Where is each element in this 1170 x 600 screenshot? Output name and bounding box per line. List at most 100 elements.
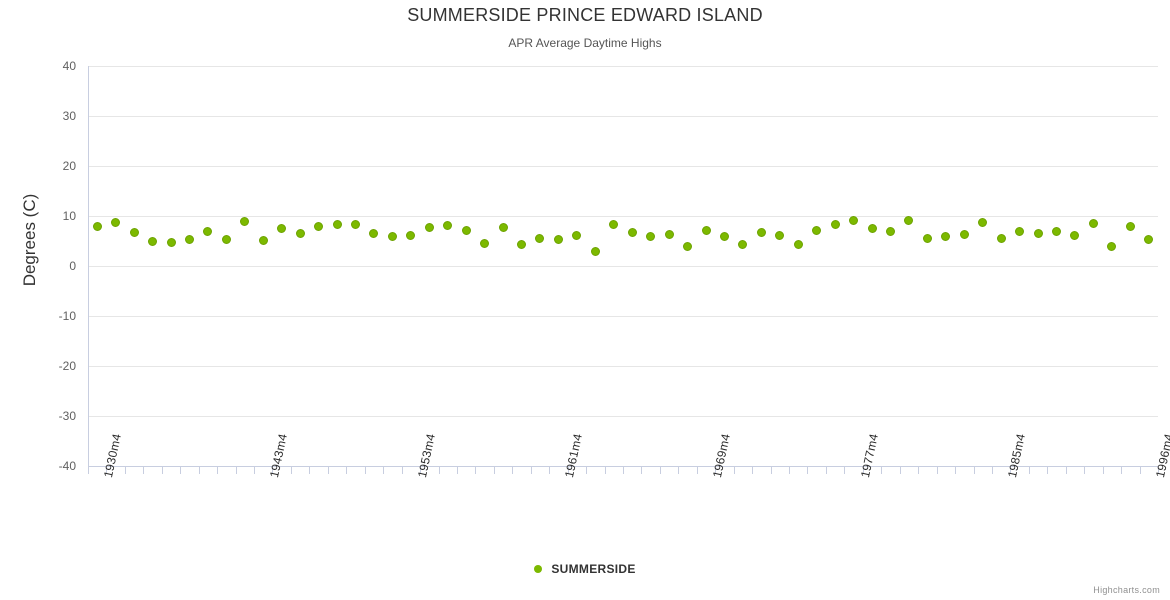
data-point[interactable] [664,229,674,239]
x-axis-tick [659,467,661,474]
data-point[interactable] [683,242,693,251]
x-axis-tick [973,467,975,474]
data-point[interactable] [701,225,711,235]
data-point[interactable] [553,235,563,244]
data-point[interactable] [609,219,619,229]
x-axis-tick [918,467,920,474]
y-axis-tick-labels: 40 30 20 10 0 -10 -20 -30 -40 [14,0,76,600]
data-point[interactable] [775,231,785,240]
data-point[interactable] [830,220,840,229]
data-point[interactable] [738,239,748,249]
x-axis-tick [899,467,901,474]
x-axis-tick [143,467,145,474]
data-point[interactable] [1088,219,1098,228]
data-point[interactable] [184,234,194,244]
data-point[interactable] [258,235,268,245]
y-axis-line [88,66,89,466]
data-point[interactable] [387,231,397,241]
data-point[interactable] [941,231,951,241]
legend-item-label: SUMMERSIDE [551,562,636,576]
data-point[interactable] [886,226,895,236]
data-point[interactable] [793,240,803,249]
data-point[interactable] [719,231,729,241]
data-point[interactable] [332,220,342,229]
data-point[interactable] [535,233,545,243]
data-point[interactable] [148,236,158,246]
data-point[interactable] [461,226,471,235]
data-point[interactable] [369,228,379,238]
data-point[interactable] [1015,227,1025,236]
data-point[interactable] [314,221,324,231]
x-axis-tick [309,467,311,474]
x-axis-tick [955,467,957,474]
data-point[interactable] [756,228,766,237]
data-point[interactable] [1144,235,1154,244]
y-axis-tick-label: 40 [62,59,76,73]
x-axis-tick [789,467,791,474]
x-axis-tick [438,467,440,474]
data-point[interactable] [480,238,490,248]
data-point[interactable] [129,227,139,237]
data-point[interactable] [1125,221,1135,231]
data-point[interactable] [424,222,434,232]
data-point[interactable] [572,231,582,240]
data-point[interactable] [904,215,914,225]
x-axis-tick [1102,467,1104,474]
x-axis-tick [678,467,680,474]
data-point[interactable] [922,234,932,243]
x-axis-tick [401,467,403,474]
data-point[interactable] [1070,230,1080,240]
x-axis-tick [862,467,864,474]
data-point[interactable] [849,216,859,225]
x-axis-tick [586,467,588,474]
data-point[interactable] [590,246,600,256]
x-axis-tick [825,467,827,474]
chart-subtitle: APR Average Daytime Highs [508,36,662,50]
gridline [88,266,1158,267]
x-axis-tick [364,467,366,474]
data-point[interactable] [627,228,637,237]
data-point[interactable] [166,237,176,247]
data-point[interactable] [111,217,121,227]
x-axis-tick [1028,467,1030,474]
x-axis-tick [456,467,458,474]
x-axis-tick [1139,467,1141,474]
data-point[interactable] [996,234,1006,243]
data-point[interactable] [498,222,508,232]
data-point[interactable] [443,221,453,230]
data-point[interactable] [295,229,305,238]
x-axis-tick [198,467,200,474]
y-axis-tick-label: -20 [58,359,76,373]
data-point[interactable] [406,230,416,240]
data-point[interactable] [517,239,527,249]
x-axis-tick [272,467,274,474]
data-point[interactable] [203,226,213,236]
x-axis-tick [1158,467,1159,474]
data-point[interactable] [812,225,822,235]
data-point[interactable] [1033,228,1043,238]
highcharts-credits-link[interactable]: Highcharts.com [1093,585,1160,595]
gridline [88,216,1158,217]
data-point[interactable] [277,224,287,233]
legend-item[interactable]: SUMMERSIDE [534,562,635,576]
data-point[interactable] [978,217,988,227]
data-point[interactable] [92,221,102,231]
x-axis-tick [696,467,698,474]
y-axis-tick-label: -10 [58,309,76,323]
x-axis-tick [567,467,569,474]
data-point[interactable] [221,234,231,244]
data-point[interactable] [959,229,969,239]
x-axis-tick [1121,467,1123,474]
data-point[interactable] [867,223,877,233]
data-point[interactable] [351,219,360,229]
x-axis-tick [623,467,624,474]
x-axis-tick [1065,467,1067,474]
data-point[interactable] [1107,242,1117,251]
x-axis-tick [1010,467,1012,474]
x-axis-tick [752,467,754,474]
data-point[interactable] [1052,226,1062,236]
data-point[interactable] [646,232,656,241]
x-axis-tick [420,467,422,474]
data-point[interactable] [240,217,250,226]
